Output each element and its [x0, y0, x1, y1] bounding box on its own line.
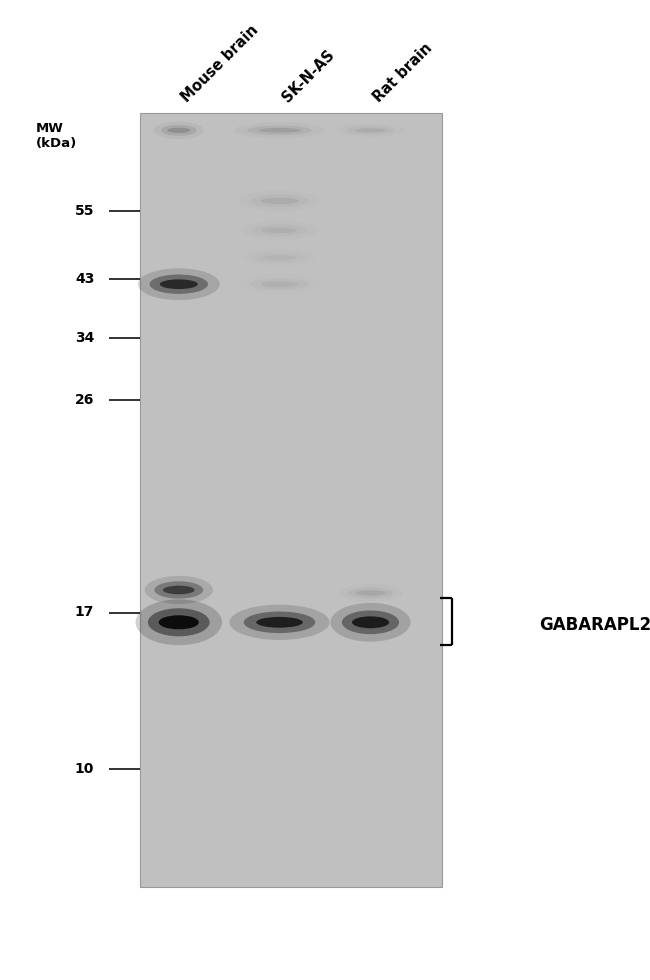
Ellipse shape: [356, 590, 385, 596]
Ellipse shape: [250, 278, 309, 290]
Ellipse shape: [161, 125, 197, 136]
Ellipse shape: [229, 605, 330, 640]
Ellipse shape: [239, 190, 320, 212]
Text: GABARAPL2: GABARAPL2: [540, 616, 650, 634]
Ellipse shape: [261, 281, 298, 287]
Ellipse shape: [337, 123, 404, 137]
Ellipse shape: [240, 220, 318, 240]
Ellipse shape: [348, 587, 393, 598]
Text: 26: 26: [75, 393, 94, 407]
Ellipse shape: [330, 603, 411, 642]
Ellipse shape: [259, 128, 300, 132]
Ellipse shape: [263, 255, 296, 261]
Bar: [140, 113, 442, 887]
Ellipse shape: [160, 279, 198, 289]
Text: 17: 17: [75, 606, 94, 619]
Ellipse shape: [155, 581, 203, 599]
Ellipse shape: [261, 227, 298, 233]
Ellipse shape: [342, 611, 399, 634]
Ellipse shape: [252, 224, 307, 236]
Text: MW
(kDa): MW (kDa): [36, 122, 77, 151]
Ellipse shape: [234, 122, 325, 138]
Ellipse shape: [136, 600, 222, 645]
Ellipse shape: [346, 126, 395, 134]
Text: 43: 43: [75, 272, 94, 286]
Ellipse shape: [247, 125, 312, 135]
Ellipse shape: [159, 615, 199, 629]
Ellipse shape: [145, 576, 213, 604]
Text: 55: 55: [75, 204, 94, 218]
Ellipse shape: [244, 612, 315, 633]
Ellipse shape: [261, 198, 298, 204]
Text: SK-N-AS: SK-N-AS: [280, 47, 337, 105]
Text: 10: 10: [75, 762, 94, 776]
Ellipse shape: [148, 609, 210, 636]
Ellipse shape: [163, 586, 194, 594]
Ellipse shape: [339, 584, 402, 602]
Ellipse shape: [138, 269, 220, 300]
Ellipse shape: [355, 128, 386, 132]
Ellipse shape: [150, 274, 208, 294]
Text: Rat brain: Rat brain: [370, 40, 436, 105]
Ellipse shape: [154, 122, 204, 139]
Ellipse shape: [256, 617, 303, 628]
Text: Mouse brain: Mouse brain: [179, 23, 261, 105]
Ellipse shape: [254, 252, 306, 263]
Text: 34: 34: [75, 331, 94, 345]
Ellipse shape: [352, 616, 389, 628]
Ellipse shape: [167, 127, 190, 133]
Ellipse shape: [250, 194, 309, 208]
